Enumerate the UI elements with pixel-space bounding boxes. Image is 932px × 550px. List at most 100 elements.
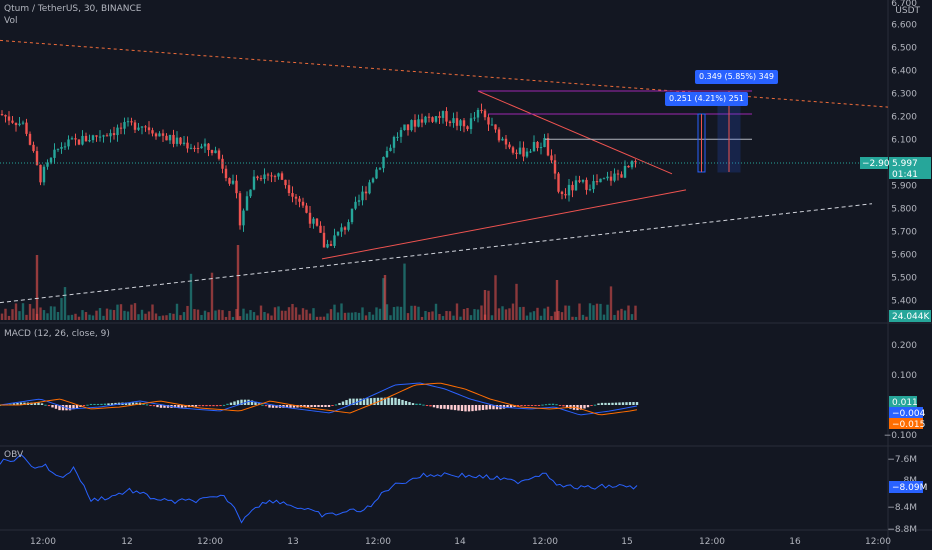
volume-bar: [630, 314, 634, 320]
time-axis-label: 14: [454, 537, 466, 547]
volume-bar: [35, 255, 39, 320]
volume-bar: [574, 316, 578, 320]
candle-body: [207, 143, 210, 150]
candle-body: [574, 180, 578, 191]
volume-bar: [294, 307, 298, 320]
macd-histogram-bar: [205, 405, 208, 407]
candle-body: [179, 137, 182, 144]
candle-body: [133, 122, 137, 130]
volume-bar: [396, 306, 399, 320]
candle-body: [364, 191, 368, 194]
price-tick-label: 6.500: [891, 43, 917, 53]
macd-histogram-bar: [37, 402, 40, 405]
macd-histogram-bar: [184, 405, 187, 408]
macd-histogram-bar: [327, 405, 331, 407]
candle-body: [95, 135, 98, 137]
volume-bar: [238, 316, 242, 320]
macd-histogram-bar: [537, 405, 541, 406]
candle-body: [410, 120, 413, 131]
signal-badge-bg: [889, 418, 923, 429]
macd-histogram-bar: [544, 404, 548, 406]
obv-legend[interactable]: OBV: [4, 450, 24, 460]
price-tick-label: 6.100: [891, 135, 917, 145]
candle-body: [35, 151, 39, 165]
macd-legend[interactable]: MACD (12, 26, close, 9): [4, 329, 110, 339]
volume-bar: [417, 306, 420, 320]
macd-histogram-bar: [86, 404, 89, 406]
candle-body: [270, 175, 273, 177]
price-tick-label: 6.200: [891, 112, 917, 122]
candle-body: [231, 180, 235, 184]
volume-bar: [336, 312, 340, 320]
macd-histogram-bar: [254, 401, 257, 405]
candle-body: [620, 174, 623, 178]
candle-body: [147, 127, 151, 131]
candle-body: [196, 148, 200, 150]
volume-bar: [207, 312, 210, 320]
candle-body: [151, 130, 154, 134]
macd-histogram-bar: [40, 403, 44, 405]
candle-body: [280, 173, 284, 180]
volume-bar: [410, 305, 413, 320]
price-range-measure-large[interactable]: 0.349 (5.85%) 349: [695, 70, 778, 84]
macd-histogram-bar: [331, 405, 334, 406]
macd-histogram-bar: [236, 400, 240, 405]
candle-body: [252, 176, 256, 190]
macd-histogram-bar: [446, 405, 450, 410]
volume-bar: [39, 307, 42, 320]
volume-bar: [28, 304, 32, 320]
candle-body: [291, 193, 294, 197]
candle-body: [427, 116, 431, 118]
candle-body: [571, 184, 574, 191]
candle-body: [494, 124, 497, 130]
macd-hist-badge-bg: [889, 396, 917, 407]
candle-body: [53, 149, 56, 158]
volume-bar: [228, 310, 231, 320]
macd-histogram-bar: [68, 405, 72, 411]
volume-bar: [298, 314, 301, 320]
candle-body: [235, 180, 238, 194]
volume-bar: [287, 307, 291, 320]
macd-histogram-bar: [457, 405, 460, 411]
volume-bar: [263, 311, 266, 320]
macd-histogram-bar: [156, 405, 159, 408]
macd-histogram-bar: [443, 405, 446, 409]
volume-legend[interactable]: Vol: [4, 16, 18, 26]
macd-line: [0, 382, 638, 416]
volume-bar: [413, 305, 417, 320]
candle-body: [294, 196, 298, 199]
candle-body: [630, 161, 634, 168]
change-badge-bg: [860, 157, 888, 169]
symbol-legend[interactable]: Qtum / TetherUS, 30, BINANCE: [4, 4, 142, 14]
candle-body: [546, 138, 550, 156]
candle-body: [322, 232, 326, 248]
signal-line: [0, 382, 638, 416]
price-range-measure-small[interactable]: 0.251 (4.21%) 251: [665, 92, 748, 106]
macd-histogram-bar: [103, 403, 107, 405]
time-axis-label: 12:00: [699, 537, 725, 547]
candle-body: [361, 191, 364, 201]
macd-histogram-bar: [261, 404, 264, 406]
volume-bar: [305, 309, 308, 320]
macd-histogram-bar: [628, 402, 632, 405]
volume-bar: [203, 310, 207, 320]
macd-histogram-bar: [579, 405, 583, 410]
candle-body: [98, 136, 102, 138]
candle-body: [7, 116, 11, 121]
candle-body: [441, 111, 445, 118]
macd-histogram-bar: [495, 405, 499, 410]
volume-bar: [84, 312, 88, 320]
macd-histogram-bar: [439, 405, 443, 409]
volume-bar: [599, 303, 602, 320]
macd-histogram-bar: [19, 402, 23, 405]
price-badge-bg: [889, 157, 931, 179]
candle-body: [175, 137, 179, 144]
macd-histogram-bar: [317, 405, 320, 407]
volume-bar: [0, 313, 4, 320]
macd-histogram-bar: [93, 403, 96, 405]
candle-body: [452, 118, 455, 124]
macd-line-badge: −0.004: [892, 409, 926, 419]
candle-body: [567, 184, 571, 196]
candle-body: [49, 157, 53, 163]
